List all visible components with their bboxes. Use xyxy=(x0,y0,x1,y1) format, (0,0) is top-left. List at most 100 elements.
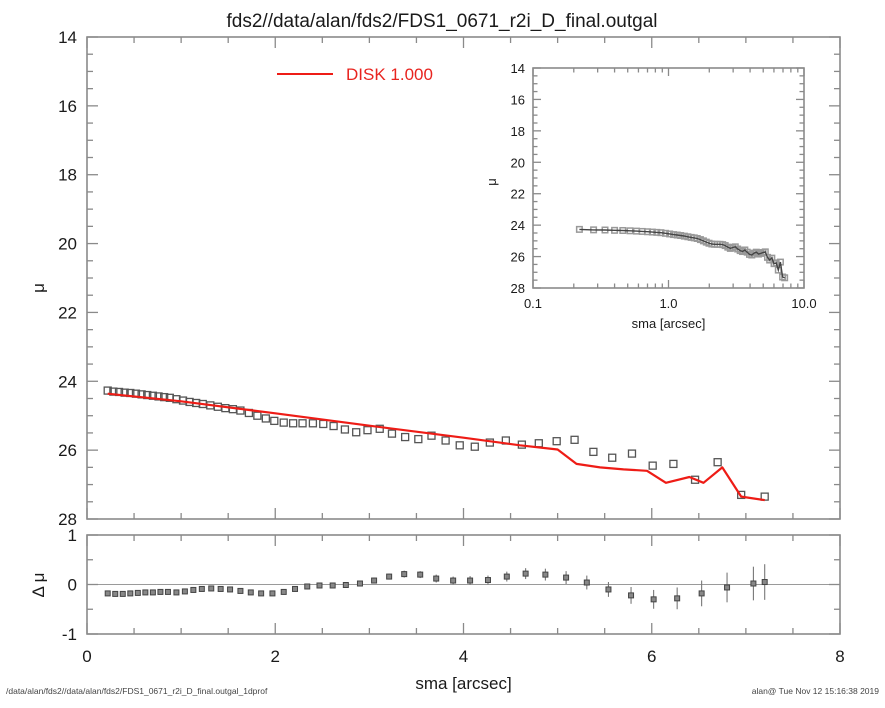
main-plot-panel: 14 16 18 20 22 24 26 28 μ xyxy=(29,28,841,529)
inset-y-tick-label: 20 xyxy=(511,155,525,170)
legend-label: DISK 1.000 xyxy=(346,65,433,84)
residual-data-point xyxy=(503,573,510,580)
residual-data-point xyxy=(127,590,134,597)
data-point-square xyxy=(400,432,410,442)
residual-data-point xyxy=(280,588,287,595)
residual-data-point xyxy=(650,596,657,603)
disk-model-line xyxy=(107,392,765,502)
inset-y-tick-label: 16 xyxy=(511,92,525,107)
main-y-tick-label: 20 xyxy=(58,235,77,254)
x-axis-tick-label: 2 xyxy=(271,647,280,666)
residual-data-point xyxy=(149,589,156,596)
inset-y-axis-label: μ xyxy=(484,178,499,186)
main-y-tick-label: 22 xyxy=(58,303,77,322)
main-y-tick-label: 26 xyxy=(58,441,77,460)
residual-data-point xyxy=(371,577,378,584)
x-axis-tick-label: 6 xyxy=(647,647,656,666)
residual-data-point xyxy=(724,584,731,591)
data-point-square xyxy=(552,437,561,446)
data-point-square xyxy=(288,419,298,428)
residual-data-point xyxy=(698,590,705,597)
residual-data-point xyxy=(605,586,612,593)
inset-profile-line xyxy=(579,228,785,279)
inset-x-tick-label: 10.0 xyxy=(791,296,816,311)
main-y-tick-label: 18 xyxy=(58,166,77,185)
inset-data-point xyxy=(781,274,789,282)
main-y-tick-label: 24 xyxy=(58,372,77,391)
data-point-square xyxy=(669,459,678,469)
inset-y-tick-label: 28 xyxy=(511,281,525,296)
residual-data-point xyxy=(342,581,349,588)
data-point-square xyxy=(363,426,372,435)
data-point-square xyxy=(470,442,479,451)
residual-data-point xyxy=(563,574,570,581)
data-point-square xyxy=(713,458,722,467)
residual-data-point xyxy=(208,585,215,592)
data-point-square xyxy=(279,418,288,427)
residual-data-point xyxy=(173,589,180,596)
data-point-square xyxy=(455,441,464,450)
data-point-square xyxy=(352,428,361,437)
residual-data-point xyxy=(583,579,590,586)
residual-data-point xyxy=(401,571,408,578)
residual-data-point xyxy=(134,589,141,596)
residual-data-point xyxy=(258,590,265,597)
data-point-square xyxy=(387,429,397,438)
residual-data-point xyxy=(761,579,768,586)
residual-data-point xyxy=(316,582,323,589)
residual-data-point xyxy=(467,577,474,584)
data-point-square xyxy=(270,416,279,426)
x-axis-tick-label: 0 xyxy=(82,647,91,666)
residual-y-axis-label: Δ μ xyxy=(29,573,48,598)
data-point-square xyxy=(414,434,423,444)
data-point-square xyxy=(441,436,450,445)
data-point-square xyxy=(589,447,598,457)
data-point-square xyxy=(427,431,436,440)
inset-x-tick-label: 1.0 xyxy=(659,296,677,311)
residual-plot-panel: 1 0 -1 0 2 4 6 8 Δ μ sma [arcsec] xyxy=(29,526,845,693)
residual-data-point xyxy=(269,590,276,597)
footer-user-timestamp: alan@ Tue Nov 12 15:16:38 2019 xyxy=(752,686,880,696)
data-point-square xyxy=(308,419,318,428)
inset-y-tick-label: 24 xyxy=(511,218,525,233)
data-point-square xyxy=(534,439,543,448)
data-point-square xyxy=(627,449,637,458)
footer-path: /data/alan/fds2//data/alan/fds2/FDS1_067… xyxy=(6,686,268,696)
residual-data-point xyxy=(356,580,363,587)
main-y-tick-label: 16 xyxy=(58,97,77,116)
data-point-square xyxy=(329,421,338,431)
residual-data-point xyxy=(386,573,393,580)
data-point-square xyxy=(261,414,270,423)
page-title: fds2//data/alan/fds2/FDS1_0671_r2i_D_fin… xyxy=(227,11,658,32)
residual-y-tick-label: 1 xyxy=(68,526,77,545)
data-point-square xyxy=(340,425,350,434)
residual-data-point xyxy=(190,586,197,593)
residual-data-point xyxy=(119,590,126,597)
residual-data-point xyxy=(292,585,299,592)
data-point-square xyxy=(648,461,657,470)
inset-y-tick-label: 18 xyxy=(511,124,525,139)
inset-y-tick-label: 26 xyxy=(511,250,525,265)
residual-y-tick-label: 0 xyxy=(68,576,77,595)
residual-data-point xyxy=(112,590,119,597)
data-point-square xyxy=(760,492,769,501)
residual-data-point xyxy=(450,577,457,584)
residual-data-point xyxy=(484,577,491,584)
data-point-square xyxy=(236,406,245,415)
inset-x-axis-label: sma [arcsec] xyxy=(632,316,706,331)
residual-data-point xyxy=(417,571,424,578)
residual-y-tick-label: -1 xyxy=(62,625,77,644)
x-axis-tick-label: 8 xyxy=(835,647,844,666)
residual-data-point xyxy=(522,570,529,577)
residual-data-point xyxy=(157,588,164,595)
residual-data-point xyxy=(628,592,635,599)
data-point-square xyxy=(737,490,746,500)
main-y-tick-label: 14 xyxy=(58,28,77,47)
residual-data-point xyxy=(433,575,440,582)
residual-data-point xyxy=(227,586,234,593)
residual-data-point xyxy=(181,588,188,595)
residual-data-point xyxy=(217,585,224,592)
inset-y-tick-label: 22 xyxy=(511,187,525,202)
inset-y-tick-label: 14 xyxy=(511,61,525,76)
